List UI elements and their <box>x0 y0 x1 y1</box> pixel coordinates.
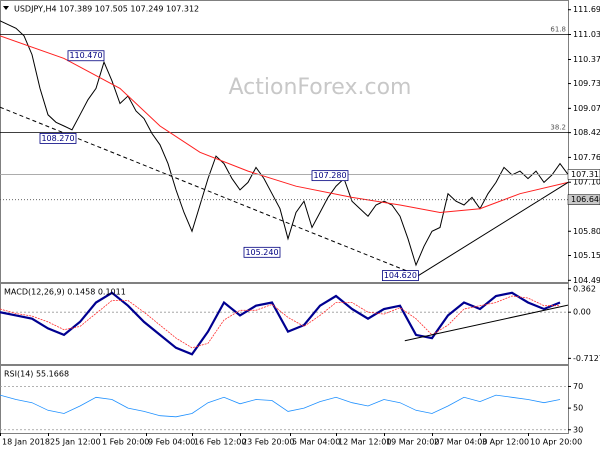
x-tick-label: 27 Mar 04:00 <box>434 438 487 447</box>
y-tick-label: 70 <box>573 382 583 391</box>
series-line <box>0 291 561 356</box>
price-label: 107.312 <box>571 170 600 179</box>
y-tick-label: -0.7127 <box>573 354 600 363</box>
series-line <box>0 295 560 349</box>
y-tick-label: 0.00 <box>573 308 591 317</box>
watermark: ActionForex.com <box>229 75 412 100</box>
x-tick-label: 9 Feb 04:00 <box>148 438 195 447</box>
level-label: 61.8 <box>550 26 566 34</box>
callout-label: 110.470 <box>69 51 102 60</box>
x-tick-label: 1 Feb 20:00 <box>102 438 149 447</box>
y-tick-label: 108.425 <box>573 128 600 137</box>
y-tick-label: 0.362 <box>573 284 596 293</box>
x-tick-label: 16 Feb 12:00 <box>194 438 246 447</box>
y-tick-label: 104.495 <box>573 276 600 285</box>
x-tick-label: 3 Apr 12:00 <box>482 438 529 447</box>
y-tick-label: 30 <box>573 425 583 434</box>
callout-label: 104.620 <box>384 271 417 280</box>
trend-line <box>404 304 569 342</box>
y-tick-label: 110.370 <box>573 55 600 64</box>
y-tick-label: 111.695 <box>573 5 600 14</box>
panel-frame <box>0 0 569 283</box>
y-tick-label: 109.730 <box>573 79 600 88</box>
y-tick-label: 50 <box>573 404 583 413</box>
callout-box <box>39 133 77 144</box>
title-arrow <box>3 6 9 10</box>
x-tick-label: 5 Mar 04:00 <box>292 438 340 447</box>
panel-title: RSI(14) 55.1668 <box>4 370 69 379</box>
series-line <box>0 35 569 214</box>
x-tick-label: 25 Jan 12:00 <box>50 438 101 447</box>
y-tick-label: 107.765 <box>573 153 600 162</box>
panel-title: MACD(12,26,9) 0.1458 0.1011 <box>4 288 126 297</box>
y-tick-label: 105.155 <box>573 251 600 260</box>
y-tick-label: 105.800 <box>573 227 600 236</box>
x-tick-label: 18 Jan 2018 <box>2 438 50 447</box>
y-tick-label: 107.105 <box>573 178 600 187</box>
trend-line <box>418 181 569 277</box>
y-tick-label: 109.070 <box>573 104 600 113</box>
price-label-box <box>567 169 600 180</box>
callout-box <box>311 170 349 182</box>
callout-label: 105.240 <box>245 248 278 257</box>
callout-box <box>243 246 281 258</box>
callout-box <box>67 50 105 62</box>
panel-frame <box>0 283 569 365</box>
x-tick-label: 23 Feb 20:00 <box>242 438 294 447</box>
x-tick-label: 12 Mar 12:00 <box>338 438 391 447</box>
callout-box <box>381 270 419 282</box>
panel-frame <box>0 365 569 434</box>
price-label: 106.640 <box>571 195 600 204</box>
level-label: 38.2 <box>550 124 566 132</box>
series-line <box>0 20 569 267</box>
y-tick-label: 111.035 <box>573 30 600 39</box>
trend-line <box>0 106 419 277</box>
x-tick-label: 19 Mar 20:00 <box>386 438 439 447</box>
x-tick-label: 10 Apr 20:00 <box>530 438 582 447</box>
panel-title: USDJPY,H4 107.389 107.505 107.249 107.31… <box>14 5 199 14</box>
callout-label: 108.270 <box>41 134 74 143</box>
price-label-box <box>567 194 600 205</box>
callout-label: 107.280 <box>313 171 346 180</box>
series-line <box>0 394 561 418</box>
